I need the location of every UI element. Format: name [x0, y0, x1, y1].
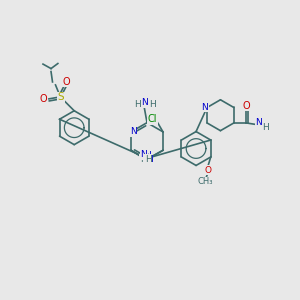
Text: H: H: [149, 100, 155, 109]
Text: S: S: [58, 92, 64, 102]
Text: H: H: [140, 155, 146, 164]
Text: H: H: [134, 100, 141, 109]
Text: N: N: [255, 118, 262, 127]
Text: CH₃: CH₃: [197, 177, 212, 186]
Text: N: N: [140, 150, 147, 159]
Text: H: H: [145, 155, 152, 164]
Text: O: O: [39, 94, 47, 104]
Text: H: H: [262, 123, 269, 132]
Text: O: O: [242, 101, 250, 111]
Text: O: O: [204, 166, 211, 175]
Text: O: O: [63, 76, 70, 87]
Text: Cl: Cl: [148, 114, 157, 124]
Text: N: N: [130, 128, 136, 136]
Text: N: N: [144, 151, 151, 160]
Text: N: N: [141, 98, 148, 107]
Text: N: N: [146, 155, 152, 164]
Text: N: N: [201, 103, 208, 112]
